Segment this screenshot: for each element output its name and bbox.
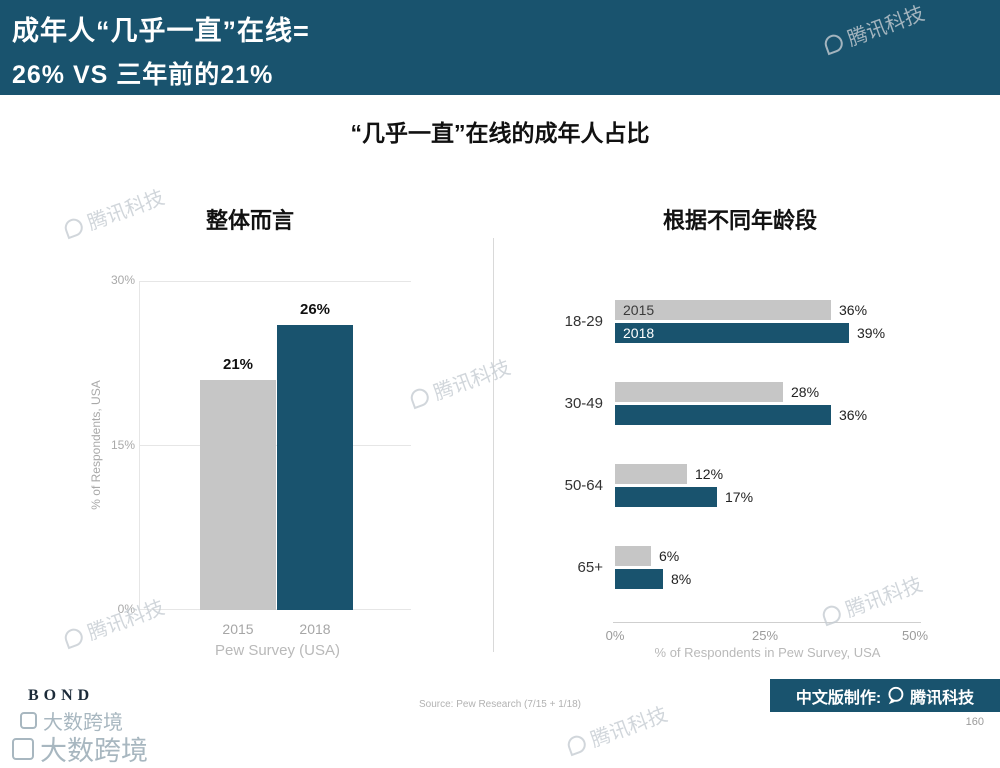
- watermark-text: 腾讯科技: [430, 356, 514, 405]
- age-value-label: 36%: [839, 302, 868, 318]
- tencent-bubble-icon: [62, 625, 86, 649]
- y-tick-0: 0%: [117, 602, 135, 616]
- age-x-axis-label: % of Respondents in Pew Survey, USA: [654, 645, 881, 660]
- age-category-label: 50-64: [564, 477, 603, 494]
- overall-category-label: 2015: [222, 621, 254, 637]
- x-tick-0: 0%: [605, 628, 625, 643]
- header-title-line2: 26% VS 三年前的21%: [12, 61, 274, 89]
- overall-value-label: 21%: [222, 356, 254, 373]
- gridline-30pct: [139, 281, 411, 282]
- age-value-label: 28%: [791, 384, 820, 400]
- credit-prefix-label: 中文版制作:: [795, 689, 882, 707]
- age-value-label: 36%: [839, 407, 868, 423]
- dashu-watermark: 大数跨境: [12, 729, 148, 768]
- age-value-label: 39%: [857, 325, 886, 341]
- age-bar-line: 36%: [615, 405, 867, 425]
- age-value-label: 8%: [671, 571, 692, 587]
- overall-section-title: 整体而言: [205, 208, 294, 233]
- overall-bar-2018: [277, 325, 353, 610]
- age-value-label: 17%: [725, 489, 754, 505]
- x-tick-25: 25%: [751, 628, 779, 643]
- slide-header: 成年人“几乎一直”在线= 26% VS 三年前的21%: [0, 0, 1000, 95]
- age-bar-line: 8%: [615, 569, 691, 589]
- age-row-50-64: 50-64 12% 17%: [565, 464, 753, 507]
- watermark-text: 腾讯科技: [84, 596, 168, 645]
- age-bar-2015-65+: [615, 546, 651, 566]
- age-value-label: 6%: [659, 548, 680, 564]
- dashu-logo-icon: [20, 712, 37, 729]
- x-tick-50: 50%: [901, 628, 929, 643]
- legend-2015: 2015: [623, 302, 655, 318]
- credit-brand-label: 腾讯科技: [910, 689, 975, 707]
- overall-value-label: 26%: [299, 301, 331, 318]
- age-bar-line: 28%: [615, 382, 867, 402]
- y-tick-30: 30%: [110, 273, 135, 287]
- tencent-bubble-icon: [408, 385, 432, 409]
- tencent-watermark: 腾讯科技: [406, 351, 514, 414]
- overall-category-label: 2018: [299, 621, 331, 637]
- age-bar-2018-65+: [615, 569, 663, 589]
- age-bar-2015-50-64: [615, 464, 687, 484]
- age-bar-2018-18-29: 2018: [615, 323, 849, 343]
- overall-y-axis-label: % of Respondents, USA: [89, 380, 103, 510]
- overall-bar-2015: [200, 380, 276, 610]
- bond-logo: BOND: [28, 687, 95, 704]
- legend-2018: 2018: [623, 325, 655, 341]
- age-bar-line: 12%: [615, 464, 753, 484]
- age-category-label: 18-29: [564, 313, 603, 330]
- overall-plot: 21% 2015 26% 2018: [139, 281, 411, 637]
- tencent-bubble-icon: [565, 732, 589, 756]
- age-bar-2018-30-49: [615, 405, 831, 425]
- age-row-18-29: 18-29 2015 36% 2018 39%: [565, 300, 885, 343]
- age-x-axis-line: [613, 622, 921, 623]
- tencent-bubble-icon: [62, 215, 86, 239]
- age-row-30-49: 30-49 28% 36%: [565, 382, 867, 425]
- tencent-tech-logo-icon: [886, 686, 905, 705]
- y-tick-15: 15%: [110, 438, 135, 452]
- age-section-title: 根据不同年龄段: [662, 208, 817, 233]
- dashu-watermark-text: 大数跨境: [43, 712, 123, 734]
- age-value-label: 12%: [695, 466, 724, 482]
- dashu-watermark-text: 大数跨境: [40, 736, 148, 766]
- age-row-65+: 65+ 6% 8%: [578, 546, 691, 589]
- age-category-label: 30-49: [564, 395, 603, 412]
- credit-banner: 中文版制作: 腾讯科技: [770, 679, 1000, 712]
- dashu-watermark: 大数跨境: [20, 706, 123, 735]
- age-plot: 0% 25% 50% 18-29 2015 36% 2018 39% 30-49 28% 36…: [565, 290, 928, 643]
- page-number: 160: [965, 716, 984, 728]
- header-title-line1: 成年人“几乎一直”在线=: [12, 16, 310, 46]
- section-divider: [493, 238, 494, 652]
- age-bar-line: 2018 39%: [615, 323, 885, 343]
- dashu-logo-icon: [12, 737, 34, 760]
- age-bar-2015-18-29: 2015: [615, 300, 831, 320]
- age-bar-2015-30-49: [615, 382, 783, 402]
- source-note: Source: Pew Research (7/15 + 1/18): [418, 699, 582, 710]
- age-bar-line: 2015 36%: [615, 300, 885, 320]
- y-axis-line: [139, 281, 140, 610]
- age-bar-line: 6%: [615, 546, 691, 566]
- age-bar-2018-50-64: [615, 487, 717, 507]
- overall-x-axis-label: Pew Survey (USA): [214, 642, 341, 659]
- age-category-label: 65+: [577, 559, 603, 576]
- age-bar-line: 17%: [615, 487, 753, 507]
- chart-main-title: “几乎一直”在线的成年人占比: [350, 120, 650, 146]
